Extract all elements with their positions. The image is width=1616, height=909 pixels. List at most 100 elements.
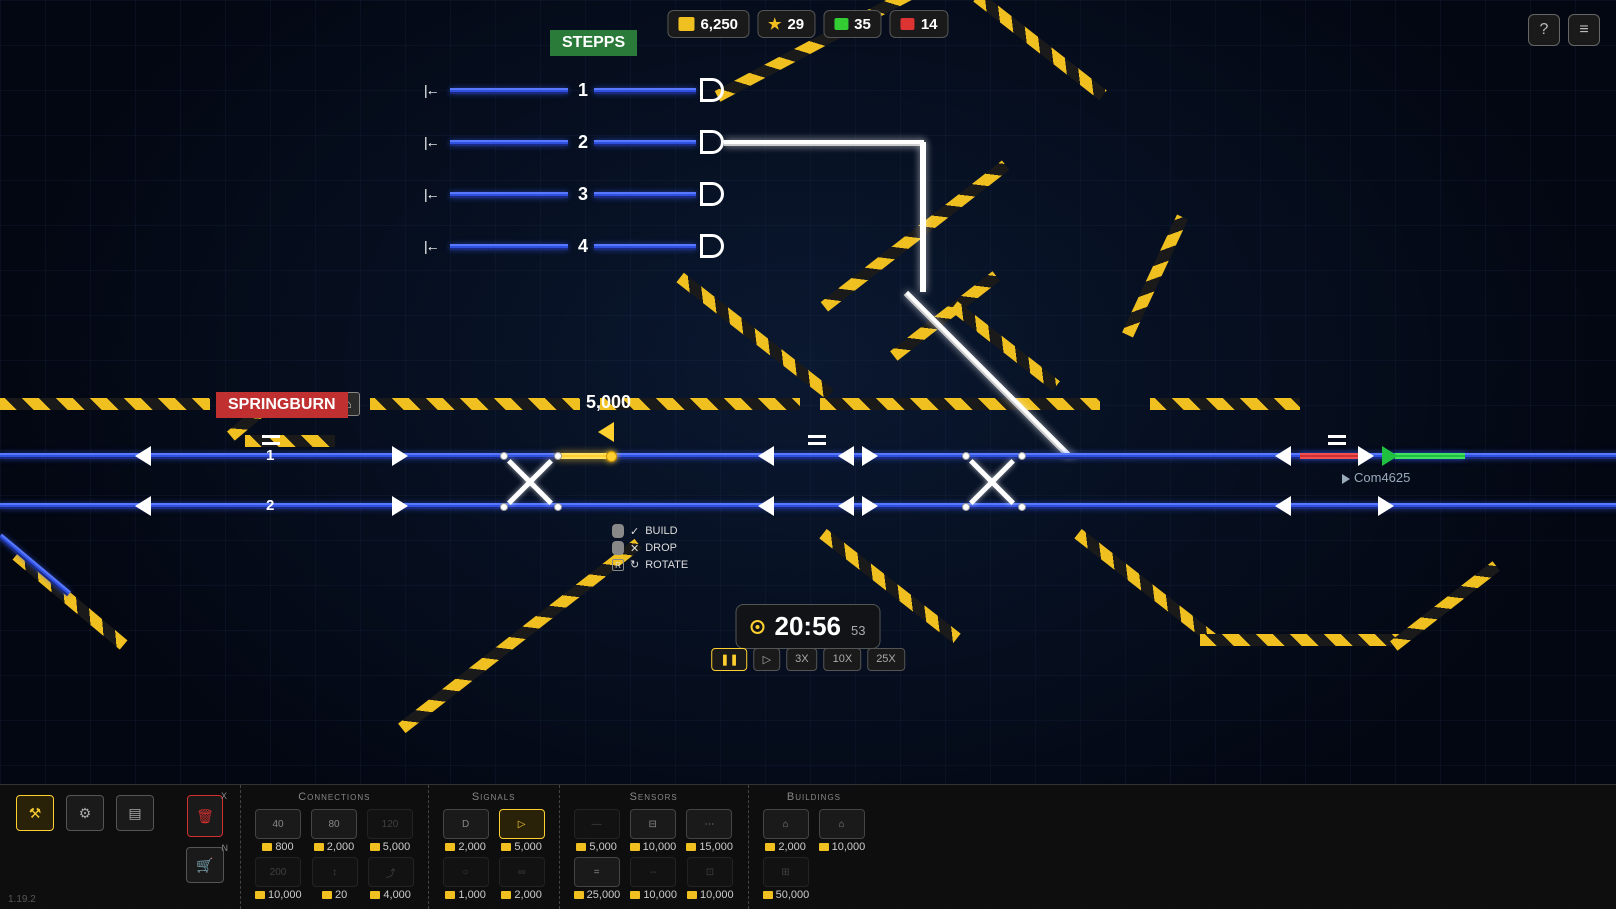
category-title: Signals [443, 791, 545, 803]
mode-tools: ⚒ ⚙ ▤ [0, 785, 170, 909]
delete-key-hint: X [221, 791, 227, 801]
siding-track[interactable] [450, 88, 568, 94]
speed-3x[interactable]: 3X [786, 648, 817, 671]
building-item[interactable]: ⌂ [819, 809, 865, 839]
signal-item[interactable]: D [443, 809, 489, 839]
speed-controls: ❚❚ ▷ 3X 10X 25X [711, 648, 905, 671]
placed-signal-arrow[interactable] [598, 422, 614, 442]
category-title: Sensors [574, 791, 734, 803]
money-value: 6,250 [700, 16, 738, 33]
connector-track[interactable] [920, 142, 926, 292]
category-title: Buildings [763, 791, 866, 803]
red-value: 14 [921, 16, 938, 33]
connection-item[interactable]: 40 [255, 809, 301, 839]
speed-10x[interactable]: 10X [824, 648, 862, 671]
siding-track[interactable] [594, 244, 696, 250]
connector-track[interactable] [724, 140, 924, 146]
help-button[interactable]: ? [1528, 14, 1560, 46]
star-icon: ★ [768, 15, 781, 33]
red-stat[interactable]: 14 [890, 10, 949, 38]
main-track-2[interactable] [0, 503, 1616, 509]
connection-item[interactable]: 200 [255, 857, 301, 887]
siding-track[interactable] [594, 140, 696, 146]
building-item[interactable]: ⊞ [763, 857, 809, 887]
connection-item[interactable]: 120 [367, 809, 413, 839]
signal-block[interactable] [700, 130, 724, 154]
schedule-mode-button[interactable]: ▤ [116, 795, 154, 831]
building-item[interactable]: ⌂ [763, 809, 809, 839]
green-value: 35 [854, 16, 871, 33]
train-red-icon [901, 18, 915, 30]
connection-item[interactable]: 80 [311, 809, 357, 839]
train-id-label[interactable]: Com4625 [1354, 470, 1410, 485]
item-price: 1,000 [443, 889, 489, 901]
signal-item-selected[interactable]: ▷ [499, 809, 545, 839]
direction-arrow [1275, 446, 1291, 466]
category-signals: Signals D2,000 ▷5,000 ○1,000 ∞2,000 [428, 785, 559, 909]
hint-drop: DROP [645, 542, 677, 554]
sensor-item[interactable]: ⋯ [686, 809, 732, 839]
station-stepps[interactable]: STEPPS [550, 30, 637, 56]
track-node [1018, 503, 1026, 511]
build-mode-button[interactable]: ⚒ [16, 795, 54, 831]
buffer-stop: |← [424, 82, 438, 98]
delete-button[interactable]: 🗑 [187, 795, 223, 837]
sensor-item[interactable]: = [574, 857, 620, 887]
sensor-icon [808, 435, 826, 445]
category-sensors: Sensors —5,000 ⊟10,000 ⋯15,000 =25,000 -… [559, 785, 748, 909]
signal-block[interactable] [700, 234, 724, 258]
direction-arrow [135, 496, 151, 516]
signal-block[interactable] [700, 78, 724, 102]
direction-arrow [838, 496, 854, 516]
bottom-build-panel: ⚒ ⚙ ▤ 🗑 X 🛒 N Connections 40800 802,000 … [0, 784, 1616, 909]
sensor-item[interactable]: ⊟ [630, 809, 676, 839]
play-button[interactable]: ▷ [754, 648, 780, 671]
train-segment-green [1395, 453, 1465, 459]
track-node [554, 503, 562, 511]
direction-arrow [1378, 496, 1394, 516]
signal-item[interactable]: ○ [443, 857, 489, 887]
direction-arrow [135, 446, 151, 466]
sensor-item[interactable]: — [574, 809, 620, 839]
speed-25x[interactable]: 25X [867, 648, 905, 671]
item-price: 10,000 [687, 889, 734, 901]
item-price: 15,000 [686, 841, 733, 853]
connection-item[interactable]: ⤴ [368, 857, 414, 887]
train-green-icon [834, 18, 848, 30]
station-springburn[interactable]: SPRINGBURN [216, 392, 348, 418]
clock-seconds: 53 [851, 623, 865, 638]
track-node [554, 452, 562, 460]
money-stat[interactable]: 6,250 [667, 10, 749, 38]
cart-button[interactable]: 🛒 [186, 847, 224, 883]
main-track-1-highlight[interactable] [556, 453, 611, 459]
signal-item[interactable]: ∞ [499, 857, 545, 887]
main-track-1[interactable] [0, 453, 556, 459]
clock-panel[interactable]: 20:56 53 [736, 604, 881, 649]
pause-button[interactable]: ❚❚ [711, 648, 747, 671]
version-label: 1.19.2 [8, 894, 36, 905]
siding-track[interactable] [594, 192, 696, 198]
green-stat[interactable]: 35 [823, 10, 882, 38]
settings-mode-button[interactable]: ⚙ [66, 795, 104, 831]
siding-track[interactable] [450, 244, 568, 250]
siding-track[interactable] [450, 192, 568, 198]
siding-track[interactable] [450, 140, 568, 146]
star-stat[interactable]: ★ 29 [757, 10, 815, 38]
sensor-item[interactable]: ⊡ [687, 857, 733, 887]
track-node-active[interactable] [606, 451, 617, 462]
crossover[interactable] [500, 452, 560, 512]
rotate-icon: ↻ [630, 558, 639, 571]
track-node [962, 452, 970, 460]
buffer-stop: |← [424, 134, 438, 150]
signal-block[interactable] [700, 182, 724, 206]
item-price: 2,000 [311, 841, 357, 853]
track-node [1018, 452, 1026, 460]
category-connections: Connections 40800 802,000 1205,000 20010… [240, 785, 428, 909]
mouse-icon [612, 524, 624, 538]
item-price: 2,000 [763, 841, 809, 853]
crossover[interactable] [962, 452, 1022, 512]
connection-item[interactable]: ↕ [312, 857, 358, 887]
siding-track[interactable] [594, 88, 696, 94]
sensor-item[interactable]: -- [630, 857, 676, 887]
menu-button[interactable]: ≡ [1568, 14, 1600, 46]
